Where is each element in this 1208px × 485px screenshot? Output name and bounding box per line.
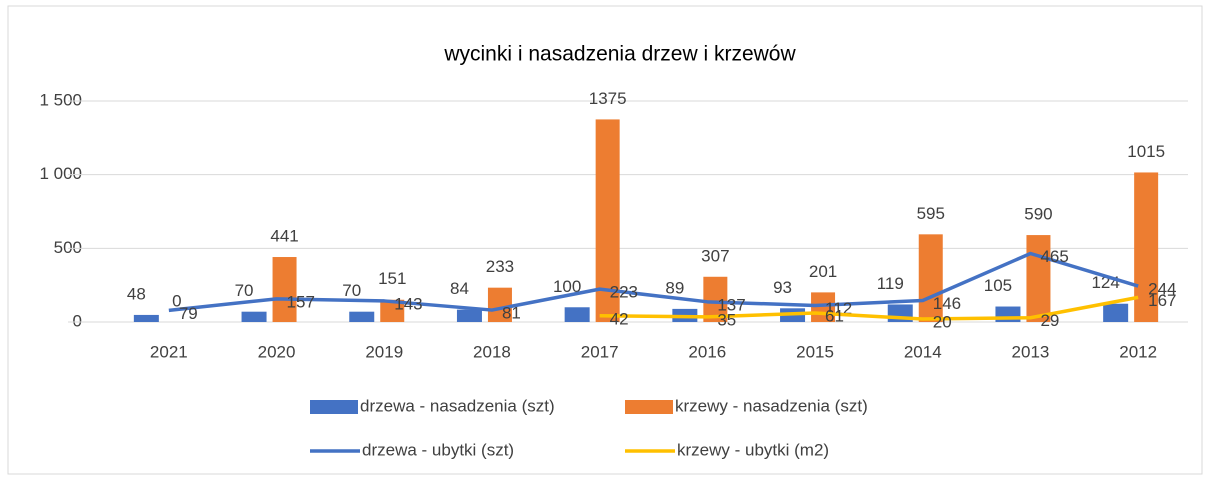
data-label: 201: [809, 262, 837, 281]
bar: [349, 311, 375, 322]
bar: [703, 276, 728, 322]
data-label: 79: [179, 304, 198, 323]
data-label: 48: [127, 284, 146, 303]
bar: [1134, 172, 1159, 322]
data-label: 29: [1040, 311, 1059, 330]
chart-title: wycinki i nasadzenia drzew i krzewów: [443, 43, 796, 66]
bar: [133, 314, 159, 322]
data-label: 146: [933, 294, 961, 313]
data-label: 119: [877, 274, 904, 293]
legend-label: krzewy - ubytki (m2): [677, 440, 829, 459]
y-tick-label: 0: [73, 311, 82, 330]
data-label: 35: [717, 310, 736, 329]
x-tick-label: 2019: [365, 342, 403, 361]
bar: [1103, 303, 1129, 322]
data-label: 70: [235, 281, 254, 300]
data-label: 151: [378, 269, 406, 288]
data-label: 233: [486, 257, 514, 276]
data-label: 595: [917, 204, 945, 223]
bar: [1026, 235, 1051, 322]
data-label: 465: [1040, 247, 1068, 266]
legend-swatch: [625, 400, 673, 414]
legend-label: drzewa - ubytki (szt): [362, 440, 514, 459]
x-tick-label: 2014: [904, 342, 942, 361]
data-label: 223: [610, 283, 638, 302]
data-label: 20: [933, 313, 952, 332]
data-label: 143: [394, 294, 422, 313]
line: [599, 295, 1139, 321]
x-tick-label: 2018: [473, 342, 511, 361]
x-tick-label: 2020: [258, 342, 296, 361]
data-label: 42: [610, 309, 629, 328]
bar: [487, 287, 512, 322]
x-tick-label: 2021: [150, 342, 188, 361]
legend-label: drzewa - nasadzenia (szt): [360, 396, 555, 415]
bar: [456, 309, 482, 322]
legend-label: krzewy - nasadzenia (szt): [675, 396, 868, 415]
data-label: 0: [172, 291, 181, 310]
data-label: 70: [342, 281, 361, 300]
data-label: 167: [1148, 291, 1176, 310]
bar: [272, 257, 297, 322]
data-label: 1015: [1127, 142, 1165, 161]
x-tick-label: 2015: [796, 342, 834, 361]
data-label: 89: [665, 278, 684, 297]
data-label: 441: [270, 227, 298, 246]
data-label: 61: [825, 306, 844, 325]
data-label: 157: [287, 292, 315, 311]
data-label: 84: [450, 279, 469, 298]
bar: [918, 234, 943, 322]
data-label: 307: [701, 246, 729, 265]
x-tick-label: 2016: [688, 342, 726, 361]
data-label: 105: [984, 276, 1012, 295]
data-label: 93: [773, 278, 792, 297]
data-label: 100: [553, 277, 581, 296]
x-tick-label: 2012: [1119, 342, 1157, 361]
x-tick-label: 2017: [581, 342, 619, 361]
y-tick-label: 1 000: [39, 164, 82, 183]
bar: [380, 299, 405, 322]
y-tick-label: 500: [54, 238, 82, 257]
bar: [241, 311, 267, 322]
bar: [564, 307, 590, 322]
data-label: 137: [717, 295, 745, 314]
x-tick-label: 2013: [1012, 342, 1050, 361]
data-label: 81: [502, 304, 521, 323]
data-label: 590: [1024, 205, 1052, 224]
data-label: 244: [1148, 280, 1176, 299]
y-tick-label: 1 500: [39, 90, 82, 109]
line: [168, 251, 1139, 313]
legend-swatch: [310, 400, 358, 414]
data-label: 1375: [589, 89, 627, 108]
